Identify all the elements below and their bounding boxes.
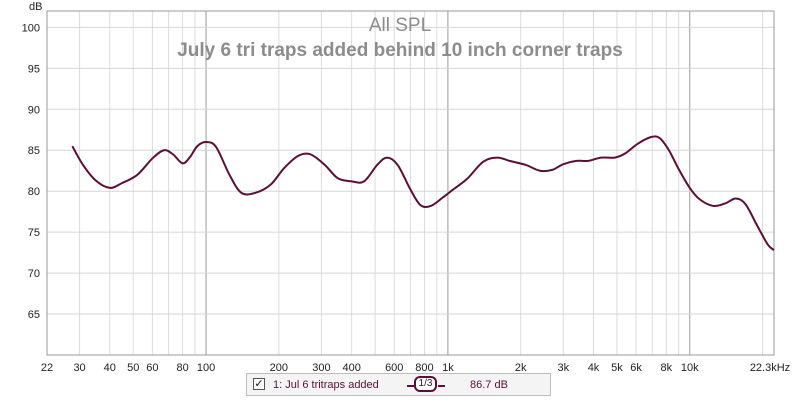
x-tick-label: 100 <box>197 362 215 374</box>
x-axis: 22 30 40 50 60 80 100 200 300 400 600 800 1k 2k 3k 4k 5k… <box>41 362 790 374</box>
series-line <box>71 135 775 251</box>
x-tick-label: 300 <box>312 362 330 374</box>
x-tick-label: 5k <box>611 362 623 374</box>
x-tick-label: 2k <box>515 362 527 374</box>
chart-subtitle: July 6 tri traps added behind 10 inch co… <box>177 40 623 61</box>
x-tick-label: 4k <box>588 362 600 374</box>
y-tick-label: 75 <box>28 227 40 239</box>
plot-frame <box>46 10 775 356</box>
y-tick-label: 100 <box>22 22 40 34</box>
x-tick-label: 40 <box>104 362 116 374</box>
x-tick-label: 22 <box>41 362 53 374</box>
y-tick-label: 85 <box>28 145 40 157</box>
x-tick-label: 1k <box>442 362 454 374</box>
chart-title: All SPL <box>369 15 431 36</box>
legend: ✓ 1: Jul 6 tritraps added 1/3 86.7 dB <box>246 373 551 396</box>
y-axis: 65 70 75 80 85 90 95 100 <box>22 22 40 321</box>
x-tick-label: 10k <box>681 362 699 374</box>
x-tick-label: 3k <box>557 362 569 374</box>
x-tick-label: 800 <box>415 362 433 374</box>
x-tick-label: 22.3kHz <box>750 362 790 374</box>
legend-checkbox[interactable]: ✓ <box>253 378 265 390</box>
y-tick-label: 80 <box>28 186 40 198</box>
x-tick-label: 6k <box>630 362 642 374</box>
x-tick-label: 50 <box>127 362 139 374</box>
x-tick-label: 30 <box>73 362 85 374</box>
x-tick-label: 80 <box>176 362 188 374</box>
x-tick-label: 200 <box>270 362 288 374</box>
x-tick-label: 400 <box>342 362 360 374</box>
grid <box>47 11 774 355</box>
x-tick-label: 8k <box>661 362 673 374</box>
y-tick-label: 90 <box>28 104 40 116</box>
x-tick-label: 600 <box>385 362 403 374</box>
x-tick-label: 60 <box>146 362 158 374</box>
legend-value: 86.7 dB <box>470 379 508 391</box>
y-tick-label: 95 <box>28 63 40 75</box>
legend-series-name: 1: Jul 6 tritraps added <box>273 379 379 391</box>
series-layer <box>71 135 775 251</box>
y-tick-label: 65 <box>28 309 40 321</box>
y-tick-label: 70 <box>28 268 40 280</box>
y-axis-label: dB <box>29 1 42 13</box>
smoothing-badge[interactable]: 1/3 <box>414 376 437 392</box>
legend-line-swatch-left <box>407 385 414 387</box>
legend-line-swatch-right <box>438 385 445 387</box>
